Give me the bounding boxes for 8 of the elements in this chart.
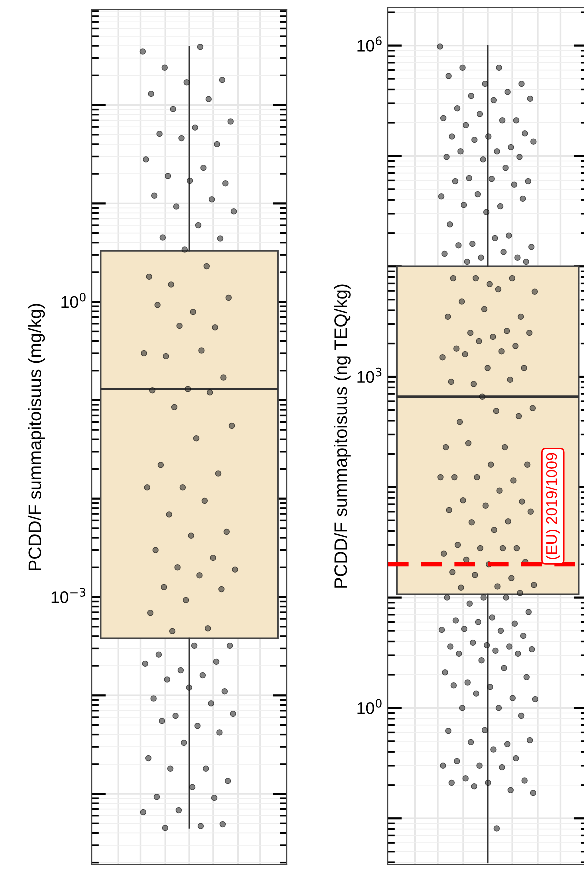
y-tick-label: 10$^{−3}$ [52,588,86,604]
y-tick-label: 10$^{3}$ [358,368,382,384]
y-tick-label: 10$^{6}$ [358,36,382,52]
y-axis-title: PCDD/F summapitoisuus (ng TEQ/kg) [334,284,351,588]
y-axis-title: PCDD/F summapitoisuus (mg/kg) [28,304,46,570]
ref-line-label: (EU) 2019/1009 [546,453,560,560]
y-tick-label: 10$^{0}$ [358,699,382,714]
y-tick-label: 10$^{0}$ [62,292,86,308]
